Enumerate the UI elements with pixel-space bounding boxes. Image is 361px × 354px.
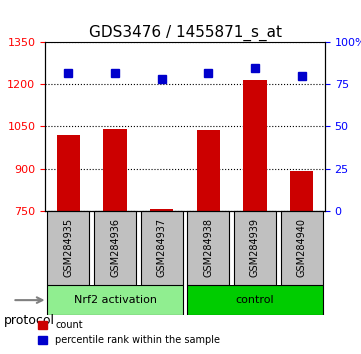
FancyBboxPatch shape bbox=[141, 211, 183, 285]
Bar bbox=[150, 209, 173, 211]
FancyBboxPatch shape bbox=[47, 211, 90, 285]
Text: GSM284937: GSM284937 bbox=[157, 218, 167, 278]
Text: GSM284939: GSM284939 bbox=[250, 218, 260, 277]
FancyBboxPatch shape bbox=[234, 211, 276, 285]
Text: Nrf2 activation: Nrf2 activation bbox=[74, 295, 157, 305]
Bar bbox=[243, 80, 267, 211]
Bar bbox=[197, 130, 220, 211]
Text: GSM284938: GSM284938 bbox=[203, 218, 213, 277]
Text: protocol: protocol bbox=[4, 314, 55, 327]
Bar bbox=[290, 171, 313, 211]
Text: GSM284935: GSM284935 bbox=[64, 218, 73, 278]
Bar bbox=[57, 135, 80, 211]
FancyBboxPatch shape bbox=[94, 211, 136, 285]
Text: GSM284936: GSM284936 bbox=[110, 218, 120, 277]
Title: GDS3476 / 1455871_s_at: GDS3476 / 1455871_s_at bbox=[88, 25, 282, 41]
FancyBboxPatch shape bbox=[187, 211, 229, 285]
FancyBboxPatch shape bbox=[280, 211, 323, 285]
Text: control: control bbox=[236, 295, 274, 305]
Legend: count, percentile rank within the sample: count, percentile rank within the sample bbox=[34, 316, 224, 349]
FancyBboxPatch shape bbox=[187, 285, 323, 315]
Text: GSM284940: GSM284940 bbox=[297, 218, 306, 277]
Bar bbox=[103, 129, 127, 211]
FancyBboxPatch shape bbox=[47, 285, 183, 315]
